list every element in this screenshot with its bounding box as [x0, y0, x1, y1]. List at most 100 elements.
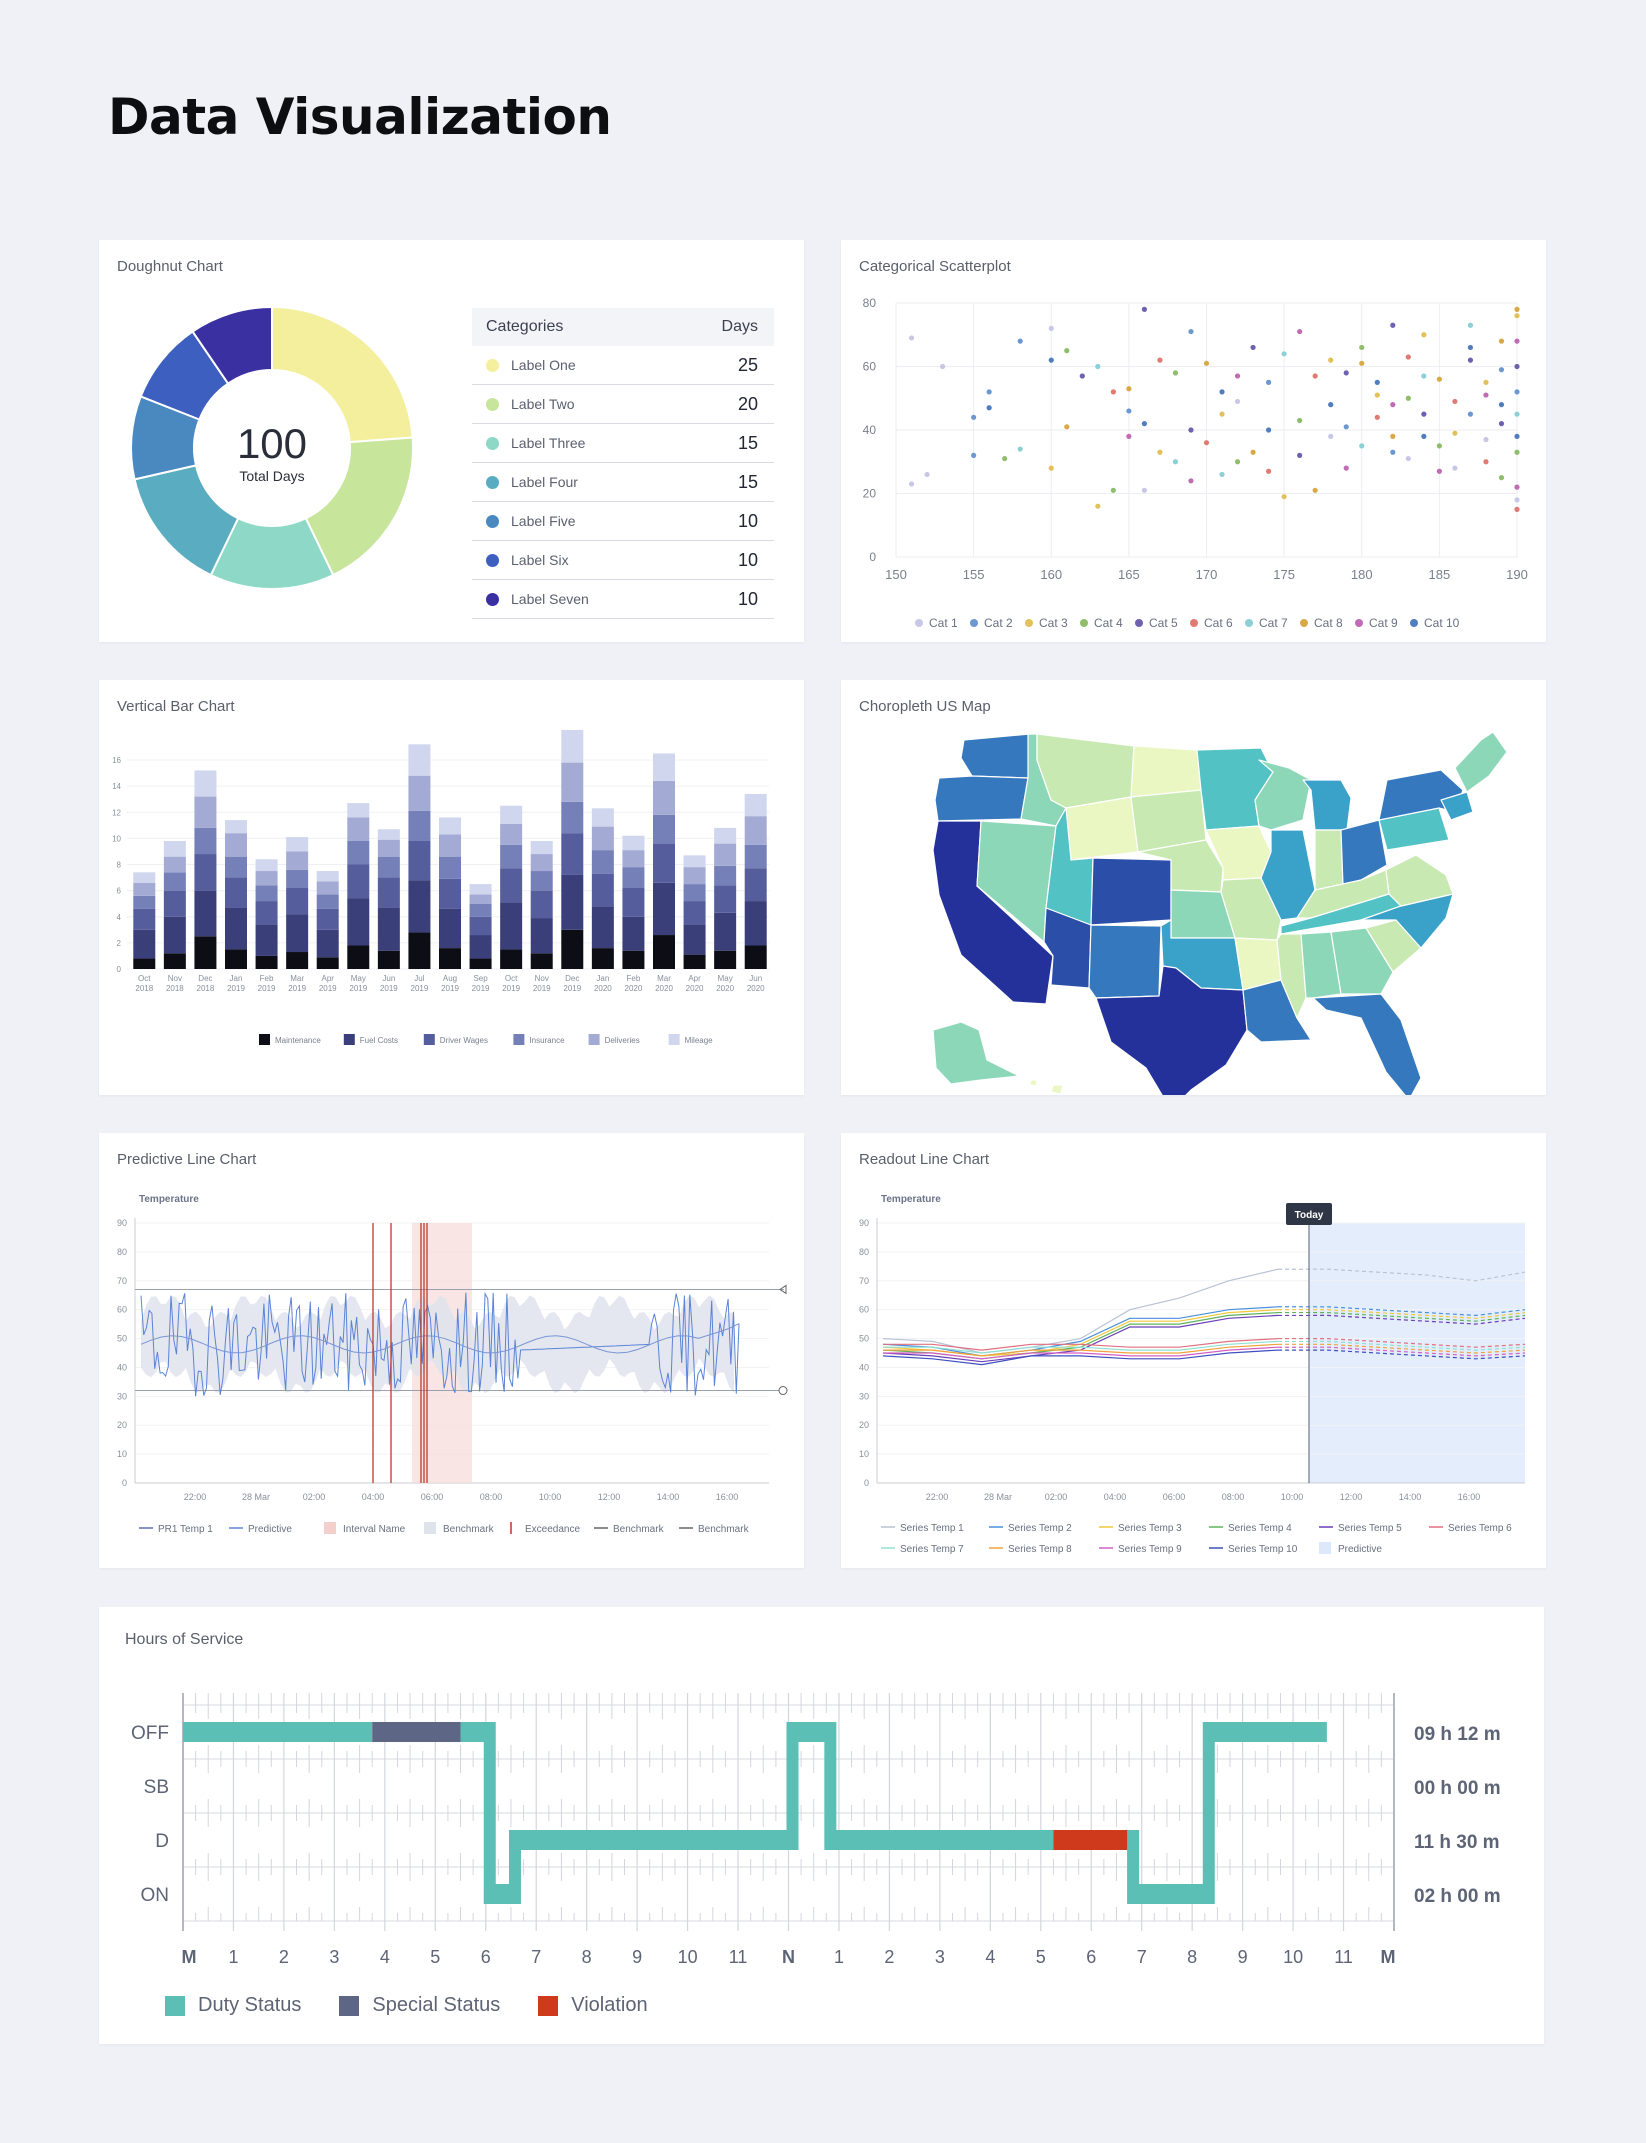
- bar-segment: [163, 953, 186, 969]
- y-tick: 4: [117, 913, 122, 922]
- card-title: Readout Line Chart: [859, 1151, 990, 1168]
- doughnut-table-row: Label Five 10: [472, 502, 774, 541]
- bar-segment: [347, 803, 370, 818]
- state-shape: [1385, 854, 1454, 907]
- predictive-line-chart: Temperature 0 10 20 30 40 50 60 70 80 90 22:00 28 Ma…: [117, 1194, 788, 1535]
- scatter-point: [1281, 351, 1287, 357]
- bar-segment: [163, 872, 186, 891]
- bar-segment: [683, 924, 706, 955]
- scatter-point: [1266, 379, 1272, 385]
- scatter-point: [1514, 306, 1520, 312]
- bar-segment: [561, 929, 584, 969]
- bar-segment: [622, 916, 645, 951]
- row-label: OFF: [131, 1723, 169, 1744]
- bar-segment: [347, 864, 370, 899]
- scatter-point: [1250, 449, 1256, 455]
- today-label: Today: [1295, 1210, 1324, 1221]
- scatter-point: [1297, 452, 1303, 458]
- bar-segment: [561, 762, 584, 802]
- y-tick: 10: [112, 834, 121, 843]
- hos-legend: Duty Status Special Status Violation: [165, 1994, 686, 2017]
- today-badge: [1286, 1203, 1332, 1225]
- axis-title: Temperature: [139, 1194, 199, 1205]
- duty-segment: [1129, 1884, 1205, 1904]
- x-tick: 02:00: [303, 1492, 326, 1502]
- legend-label: Insurance: [529, 1036, 565, 1045]
- scatter-point: [1390, 449, 1396, 455]
- legend-dot: [486, 358, 499, 372]
- bar-segment: [744, 793, 767, 817]
- x-tick: 02:00: [1045, 1492, 1068, 1502]
- doughnut-table-row: Label Four 15: [472, 463, 774, 502]
- duty-segment: [826, 1830, 1054, 1850]
- category-value: 10: [737, 549, 758, 570]
- legend-dot: [1080, 619, 1088, 627]
- x-tick: Jan: [230, 974, 243, 983]
- x-tick: 185: [1429, 567, 1451, 582]
- bar-segment: [561, 874, 584, 930]
- bar-segment: [377, 907, 400, 951]
- category-label: Label Two: [511, 396, 575, 412]
- hour-label: 10: [678, 1947, 698, 1967]
- doughnut-table-row: Label Six 10: [472, 541, 774, 580]
- map-card: Choropleth US Map: [841, 680, 1546, 1095]
- y-tick: 0: [864, 1478, 869, 1488]
- state-shape: [1050, 1084, 1064, 1095]
- legend-swatch: [424, 1522, 436, 1534]
- x-tick: 06:00: [1163, 1492, 1186, 1502]
- scatter-point: [1390, 402, 1396, 408]
- bar-segment: [500, 805, 523, 825]
- bar-segment: [377, 839, 400, 857]
- hour-label: 10: [1283, 1947, 1303, 1967]
- duty-segment: [788, 1722, 827, 1742]
- bar-segment: [469, 935, 492, 959]
- y-tick: 2: [117, 939, 122, 948]
- bar-segment: [530, 953, 553, 969]
- legend-label: Series Temp 7: [900, 1544, 964, 1555]
- scatter-point: [1390, 433, 1396, 439]
- scatter-point: [1452, 430, 1458, 436]
- y-tick: 70: [117, 1276, 127, 1286]
- scatter-point: [1483, 379, 1489, 385]
- x-tick: 2019: [441, 984, 459, 993]
- scatter-point: [1157, 357, 1163, 363]
- card-title: Choropleth US Map: [859, 698, 991, 715]
- x-tick: 2020: [747, 984, 765, 993]
- x-tick: 22:00: [184, 1492, 207, 1502]
- x-tick: 08:00: [480, 1492, 503, 1502]
- series-forecast-line: [1278, 1349, 1526, 1360]
- legend-violation: Violation: [538, 1994, 648, 2017]
- scatter-point: [1312, 373, 1318, 379]
- row-label: SB: [144, 1777, 169, 1798]
- x-tick: 22:00: [926, 1492, 949, 1502]
- scatter-point: [939, 363, 946, 370]
- scatter-point: [1498, 421, 1505, 427]
- bar-segment: [286, 952, 309, 969]
- bar-segment: [714, 950, 737, 969]
- scatter-point: [1374, 392, 1380, 398]
- bar-segment: [469, 958, 492, 969]
- pr1-temp-line: [140, 1291, 740, 1397]
- scatter-point: [1188, 427, 1194, 433]
- doughnut-card: Doughnut Chart 100 Total Days Categories …: [99, 240, 804, 642]
- bar-chart: 0246810121416Oct2018Nov2018Dec2018Jan201…: [112, 729, 769, 1045]
- bar-segment: [561, 729, 584, 763]
- series-line: [883, 1340, 1279, 1354]
- state-shape: [1454, 731, 1508, 793]
- series-forecast-line: [1278, 1311, 1526, 1322]
- legend-swatch: [324, 1522, 336, 1534]
- row-label: ON: [141, 1885, 170, 1906]
- legend-label: Duty Status: [198, 1994, 302, 2016]
- bar-segment: [744, 901, 767, 946]
- scatter-point: [1079, 373, 1085, 379]
- y-tick: 6: [117, 887, 122, 896]
- scatter-point: [1048, 325, 1054, 331]
- state-shape: [1312, 993, 1422, 1095]
- category-label: Label One: [511, 357, 576, 373]
- x-tick: 10:00: [539, 1492, 562, 1502]
- scatter-point: [1359, 344, 1365, 351]
- x-tick: Feb: [260, 974, 274, 983]
- bar-segment: [683, 855, 706, 868]
- state-shape: [1300, 931, 1342, 999]
